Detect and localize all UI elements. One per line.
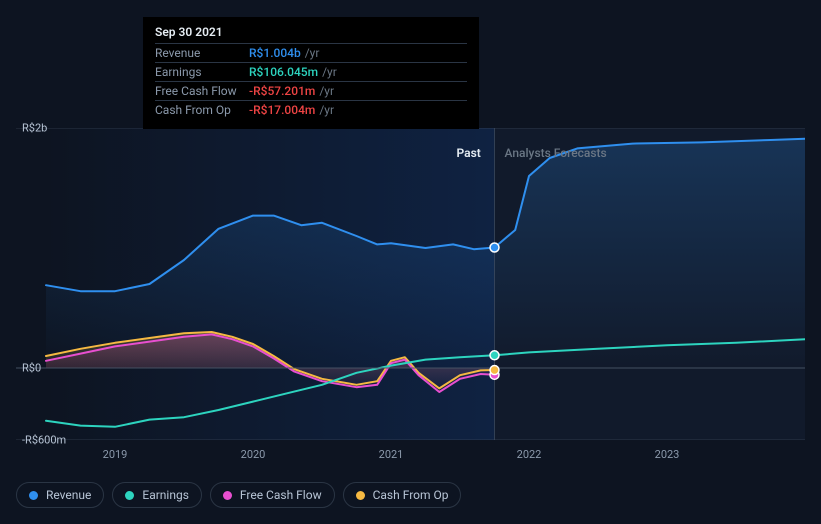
tooltip-row: Cash From Op-R$17.004m/yr	[155, 100, 467, 119]
legend-item[interactable]: Cash From Op	[343, 482, 462, 508]
x-axis-label: 2022	[517, 448, 542, 461]
tooltip-row: EarningsR$106.045m/yr	[155, 62, 467, 81]
tooltip-row-unit: /yr	[305, 46, 320, 60]
tooltip-row-value: R$1.004b	[249, 46, 301, 60]
tooltip-row-value: -R$57.201m	[249, 84, 315, 98]
legend-swatch	[223, 491, 232, 500]
legend-swatch	[356, 491, 365, 500]
forecast-label: Analysts Forecasts	[505, 146, 607, 160]
chart-svg	[16, 128, 805, 440]
legend-swatch	[29, 491, 38, 500]
legend-swatch	[125, 491, 134, 500]
tooltip-row-label: Earnings	[155, 65, 249, 79]
tooltip-row-value: -R$17.004m	[249, 103, 315, 117]
tooltip-row-unit: /yr	[322, 65, 337, 79]
tooltip-row: RevenueR$1.004b/yr	[155, 43, 467, 62]
tooltip-row-label: Free Cash Flow	[155, 84, 249, 98]
x-axis-label: 2020	[241, 448, 266, 461]
past-label: Past	[457, 146, 481, 160]
tooltip-row-label: Cash From Op	[155, 103, 249, 117]
tooltip-row-value: R$106.045m	[249, 65, 318, 79]
legend: Revenue Earnings Free Cash Flow Cash From O…	[16, 482, 461, 508]
legend-label: Earnings	[142, 488, 189, 502]
chart-area[interactable]: R$2bR$0-R$600m20192020202120222023PastAn…	[16, 128, 805, 440]
tooltip-row-unit: /yr	[319, 103, 334, 117]
tooltip-row-unit: /yr	[319, 84, 334, 98]
legend-label: Free Cash Flow	[240, 488, 322, 502]
y-axis-label: R$0	[22, 362, 41, 375]
legend-item[interactable]: Free Cash Flow	[210, 482, 335, 508]
y-axis-label: R$2b	[22, 122, 47, 135]
tooltip-date: Sep 30 2021	[155, 25, 467, 43]
x-axis-label: 2019	[103, 448, 128, 461]
x-axis-label: 2023	[655, 448, 680, 461]
chart-tooltip: Sep 30 2021 RevenueR$1.004b/yrEarningsR$…	[143, 17, 479, 129]
legend-label: Cash From Op	[373, 488, 449, 502]
legend-label: Revenue	[46, 488, 91, 502]
legend-item[interactable]: Earnings	[112, 482, 202, 508]
y-axis-label: -R$600m	[22, 434, 66, 447]
tooltip-row-label: Revenue	[155, 46, 249, 60]
tooltip-row: Free Cash Flow-R$57.201m/yr	[155, 81, 467, 100]
x-axis-label: 2021	[379, 448, 404, 461]
legend-item[interactable]: Revenue	[16, 482, 104, 508]
